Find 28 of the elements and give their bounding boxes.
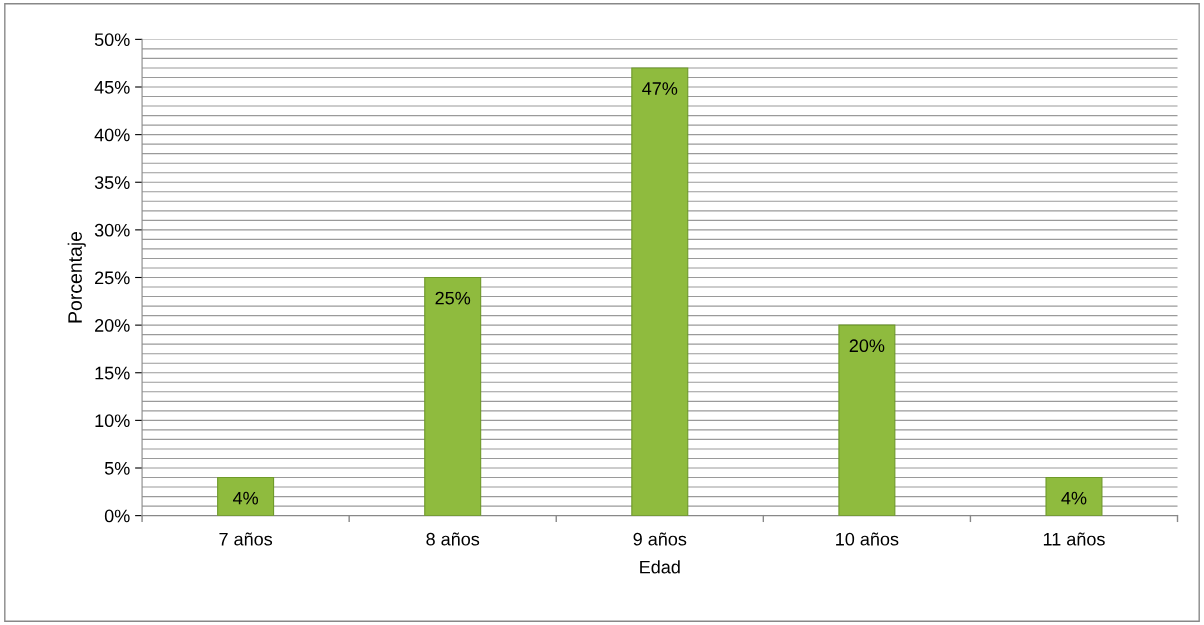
data-label: 4% [232,491,259,505]
y-tick-label: 10% [95,414,130,428]
y-tick-label: 40% [94,128,130,142]
bar [424,276,482,516]
y-tick-label: 50% [94,33,130,47]
x-axis-title: Edad [640,560,680,574]
x-tick-label: 8 años [426,532,480,546]
data-label: 4% [1061,491,1087,505]
bar [838,324,896,516]
y-tick-label: 25% [95,271,130,285]
bar [217,476,275,516]
x-tick-label: 10 años [836,532,899,546]
data-label: 25% [435,291,471,305]
y-tick-label: 35% [94,176,130,189]
y-tick-label: 15% [95,366,130,380]
data-label: 47% [642,82,678,95]
x-tick-label: 9 años [633,532,687,546]
y-tick-label: 0% [104,509,130,523]
y-tick-label: 30% [94,223,130,237]
data-label: 20% [849,339,885,353]
y-tick-label: 5% [104,462,130,475]
y-axis-title: Porcentaje [67,231,86,323]
y-tick-label: 20% [95,319,130,332]
bar [631,67,689,516]
x-tick-label: 7 años [219,532,273,546]
y-tick-label: 45% [94,81,130,94]
bar [1045,476,1103,516]
x-tick-label: 11 años [1043,532,1105,546]
